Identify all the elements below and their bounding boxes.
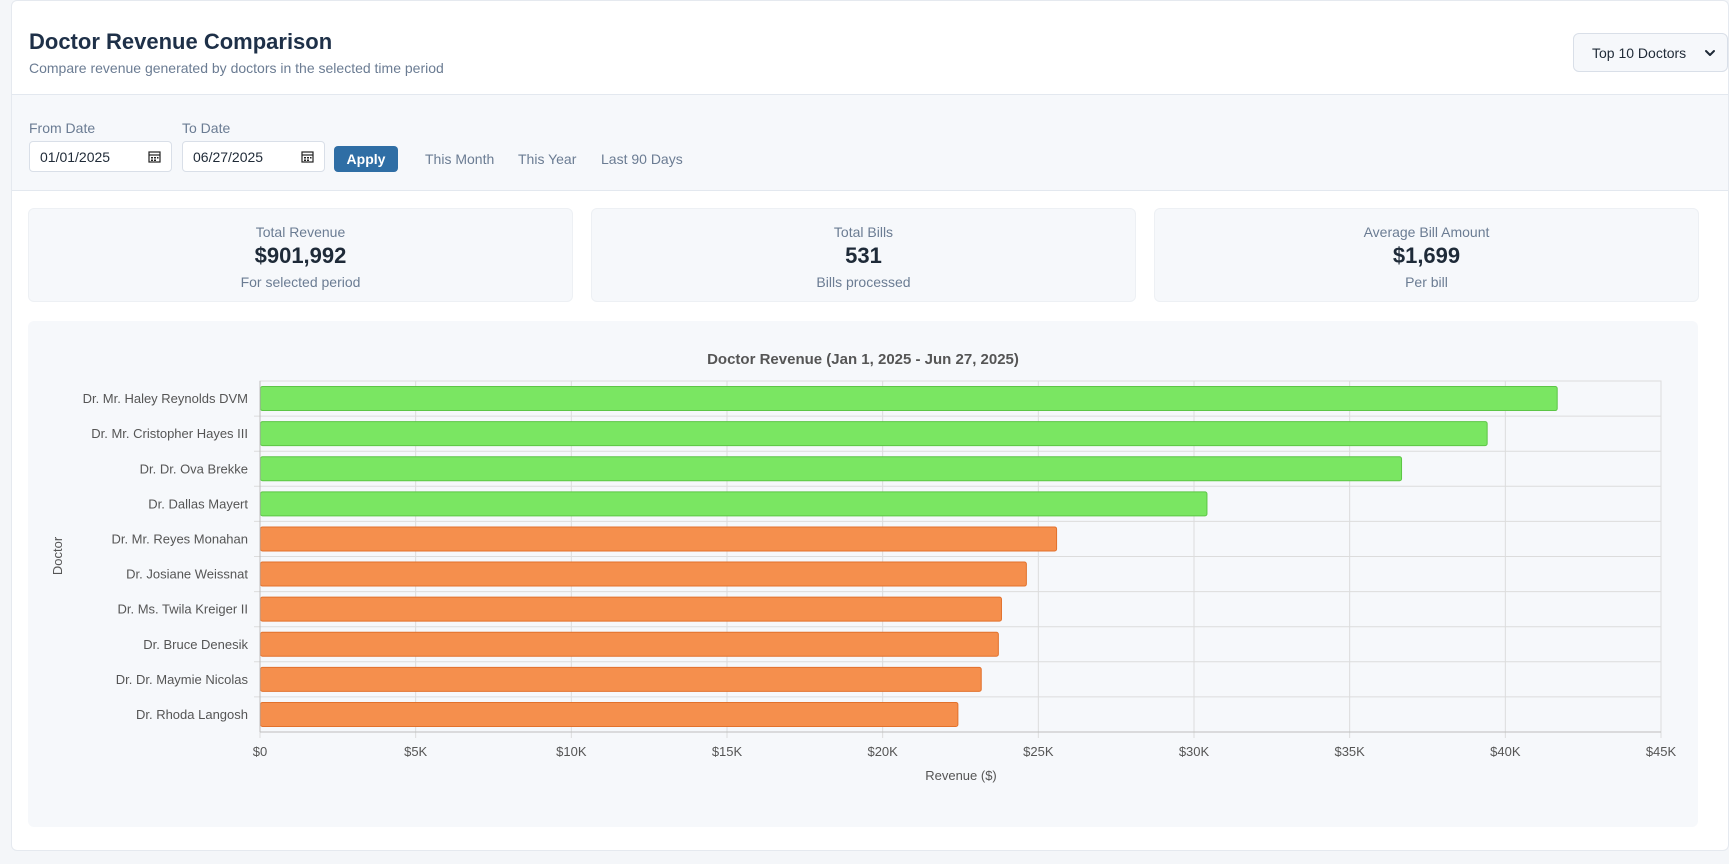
chevron-down-icon <box>1705 50 1715 56</box>
y-tick-label: Dr. Dallas Mayert <box>148 496 248 511</box>
bar <box>260 596 1002 622</box>
y-tick-label: Dr. Rhoda Langosh <box>136 707 248 722</box>
quick-range-last-90-days[interactable]: Last 90 Days <box>601 151 683 167</box>
stat-label: Average Bill Amount <box>1363 224 1490 240</box>
stat-card-total-bills: Total Bills 531 Bills processed <box>591 208 1136 302</box>
x-tick-label: $45K <box>1646 744 1677 759</box>
stat-card-total-revenue: Total Revenue $901,992 For selected peri… <box>28 208 573 302</box>
stat-value: $901,992 <box>254 243 347 268</box>
x-tick-label: $25K <box>1023 744 1054 759</box>
page-title: Doctor Revenue Comparison <box>29 29 333 54</box>
bar <box>260 666 982 692</box>
x-tick-label: $15K <box>712 744 743 759</box>
bar <box>260 631 999 657</box>
bar <box>260 491 1208 517</box>
from-date-label: From Date <box>29 120 96 136</box>
y-tick-label: Dr. Ms. Twila Kreiger II <box>117 602 248 617</box>
bar <box>260 561 1027 587</box>
chart-panel: Doctor Revenue (Jan 1, 2025 - Jun 27, 20… <box>28 321 1698 827</box>
stat-value: 531 <box>845 243 882 268</box>
y-tick-label: Dr. Dr. Maymie Nicolas <box>116 672 249 687</box>
calendar-icon[interactable] <box>301 150 314 163</box>
bar <box>260 701 959 727</box>
stat-note: Bills processed <box>816 274 911 290</box>
y-tick-label: Dr. Mr. Haley Reynolds DVM <box>83 391 248 406</box>
x-tick-label: $30K <box>1179 744 1210 759</box>
bar <box>260 386 1558 412</box>
y-tick-label: Dr. Bruce Denesik <box>143 637 248 652</box>
quick-range-this-month[interactable]: This Month <box>425 151 495 167</box>
x-tick-label: $5K <box>404 744 427 759</box>
stat-value: $1,699 <box>1392 243 1461 268</box>
stat-label: Total Bills <box>833 224 894 240</box>
top-doctors-select[interactable]: Top 10 Doctors <box>1573 33 1728 72</box>
y-tick-label: Dr. Mr. Cristopher Hayes III <box>91 426 248 441</box>
chart-title: Doctor Revenue (Jan 1, 2025 - Jun 27, 20… <box>707 351 1019 368</box>
date-filter-bar: From Date 01/01/2025 To Date 06/27/2025 … <box>12 95 1728 191</box>
doctor-revenue-chart: Doctor Revenue (Jan 1, 2025 - Jun 27, 20… <box>50 351 1677 783</box>
y-tick-label: Dr. Josiane Weissnat <box>126 567 248 582</box>
x-tick-label: $10K <box>556 744 587 759</box>
stat-label: Total Revenue <box>255 224 346 240</box>
bar <box>260 526 1058 552</box>
x-tick-label: $0 <box>253 744 267 759</box>
x-tick-label: $35K <box>1334 744 1365 759</box>
from-date-value: 01/01/2025 <box>40 148 111 165</box>
x-axis-label: Revenue ($) <box>925 768 997 783</box>
stat-note: For selected period <box>240 274 361 290</box>
page-header: Doctor Revenue Comparison Compare revenu… <box>12 1 1728 95</box>
y-tick-label: Dr. Mr. Reyes Monahan <box>111 531 248 546</box>
to-date-label: To Date <box>182 120 231 136</box>
top-doctors-select-value: Top 10 Doctors <box>1592 44 1687 61</box>
to-date-input[interactable]: 06/27/2025 <box>182 141 325 172</box>
y-tick-label: Dr. Dr. Ova Brekke <box>140 461 248 476</box>
bar <box>260 456 1403 482</box>
stat-card-average-bill: Average Bill Amount $1,699 Per bill <box>1154 208 1699 302</box>
y-axis-label: Doctor <box>50 536 65 575</box>
to-date-value: 06/27/2025 <box>193 148 264 165</box>
page-subtitle: Compare revenue generated by doctors in … <box>29 60 444 76</box>
from-date-input[interactable]: 01/01/2025 <box>29 141 172 172</box>
x-tick-label: $20K <box>867 744 898 759</box>
apply-button[interactable]: Apply <box>334 146 398 172</box>
stat-note: Per bill <box>1405 274 1448 290</box>
quick-range-this-year[interactable]: This Year <box>518 151 577 167</box>
calendar-icon[interactable] <box>148 150 161 163</box>
bar <box>260 421 1488 447</box>
x-tick-label: $40K <box>1490 744 1521 759</box>
